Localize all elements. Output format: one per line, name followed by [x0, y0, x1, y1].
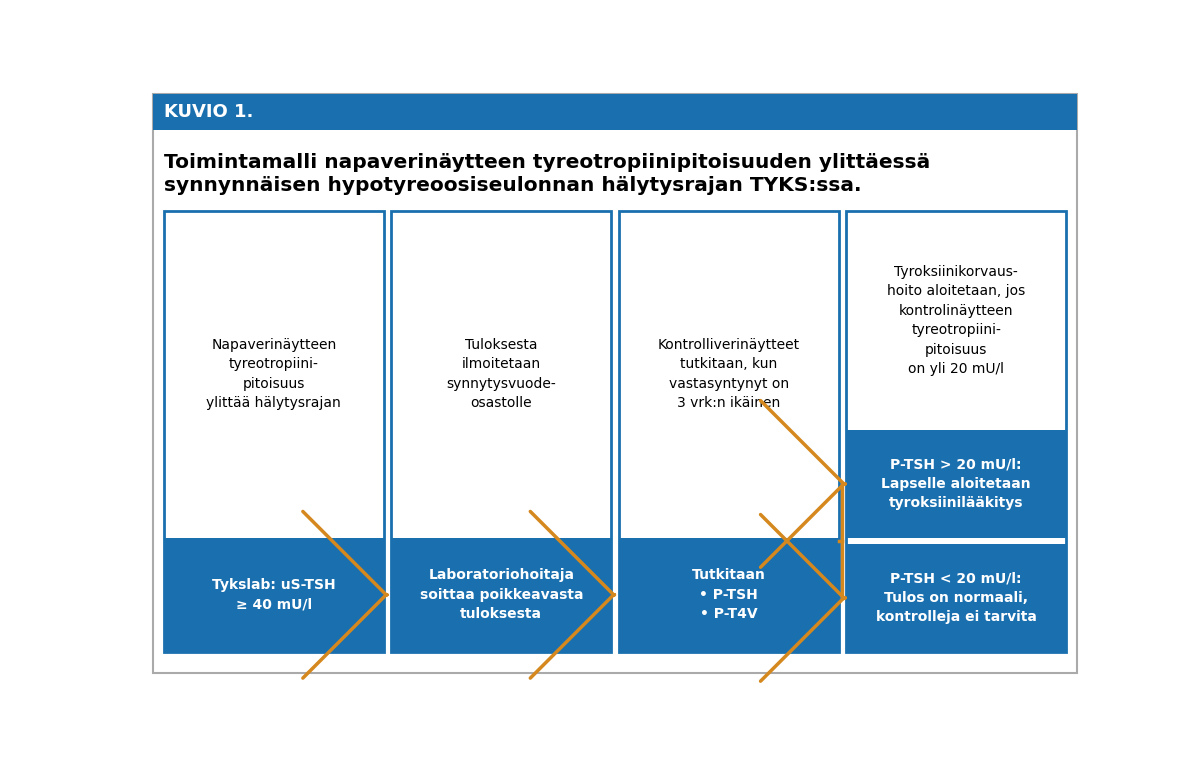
- Text: P-TSH > 20 mU/l:
Lapselle aloitetaan
tyroksiinilääkitys: P-TSH > 20 mU/l: Lapselle aloitetaan tyr…: [881, 458, 1031, 511]
- Text: Tutkitaan
• P-TSH
• P-T4V: Tutkitaan • P-TSH • P-T4V: [691, 568, 766, 621]
- Text: Tyroksiinikorvaus-
hoito aloitetaan, jos
kontrolinäytteen
tyreotropiini-
pitoisu: Tyroksiinikorvaus- hoito aloitetaan, jos…: [887, 264, 1025, 376]
- Text: Toimintamalli napaverinäytteen tyreotropiinipitoisuuden ylittäessä: Toimintamalli napaverinäytteen tyreotrop…: [164, 153, 930, 172]
- Bar: [391, 211, 611, 652]
- Bar: [154, 94, 1076, 130]
- Text: Tykslab: uS-TSH
≥ 40 mU/l: Tykslab: uS-TSH ≥ 40 mU/l: [212, 578, 336, 612]
- Bar: [846, 430, 1066, 538]
- Bar: [619, 538, 839, 652]
- Bar: [846, 211, 1066, 652]
- Text: Tuloksesta
ilmoitetaan
synnytysvuode-
osastolle: Tuloksesta ilmoitetaan synnytysvuode- os…: [446, 338, 556, 410]
- Bar: [846, 544, 1066, 652]
- Bar: [391, 538, 611, 652]
- Text: synnynnäisen hypotyreoosiseulonnan hälytysrajan TYKS:ssa.: synnynnäisen hypotyreoosiseulonnan hälyt…: [164, 176, 862, 195]
- Bar: [164, 538, 384, 652]
- Text: Kontrolliverinäytteet
tutkitaan, kun
vastasyntynyt on
3 vrk:n ikäinen: Kontrolliverinäytteet tutkitaan, kun vas…: [658, 338, 799, 410]
- Text: Laboratoriohoitaja
soittaa poikkeavasta
tuloksesta: Laboratoriohoitaja soittaa poikkeavasta …: [420, 568, 583, 621]
- Bar: [164, 211, 384, 652]
- Text: P-TSH < 20 mU/l:
Tulos on normaali,
kontrolleja ei tarvita: P-TSH < 20 mU/l: Tulos on normaali, kont…: [876, 572, 1037, 625]
- Text: Napaverinäytteen
tyreotropiini-
pitoisuus
ylittää hälytysrajan: Napaverinäytteen tyreotropiini- pitoisuu…: [206, 338, 341, 410]
- Bar: [619, 211, 839, 652]
- Text: KUVIO 1.: KUVIO 1.: [164, 103, 253, 121]
